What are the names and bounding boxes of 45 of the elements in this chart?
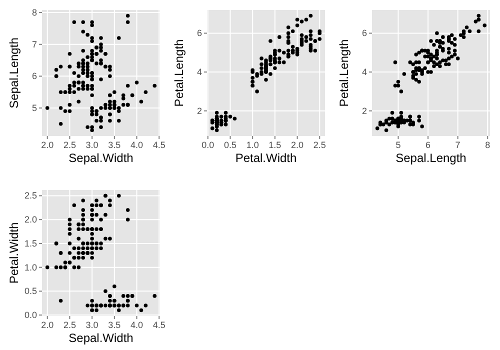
y-tick-label: 6 xyxy=(196,28,202,38)
x-tick-label: 2.0 xyxy=(291,140,304,150)
x-axis-title: Sepal.Width xyxy=(68,151,134,165)
x-tick-label: 4.5 xyxy=(152,140,166,150)
x-tick-label: 4.0 xyxy=(130,140,144,150)
x-tick-label: 4.0 xyxy=(130,320,144,330)
x-tick-label: 3.5 xyxy=(108,140,121,150)
x-tick-label: 2.5 xyxy=(63,140,76,150)
x-tick-label: 4.5 xyxy=(152,320,166,330)
y-tick-label: 8 xyxy=(32,8,37,18)
y-tick-label: 4 xyxy=(196,67,202,78)
x-tick-label: 3.0 xyxy=(86,140,98,150)
y-tick-label: 2 xyxy=(362,106,367,116)
x-tick-label: 2.5 xyxy=(313,140,326,150)
x-axis-title: Sepal.Width xyxy=(68,331,134,345)
y-tick-label: 0.0 xyxy=(24,310,37,320)
y-axis-title: Sepal.Length xyxy=(7,38,21,108)
y-tick-label: 1.0 xyxy=(24,262,37,272)
x-tick-label: 7 xyxy=(455,140,460,150)
y-axis-title: Petal.Length xyxy=(337,39,351,107)
x-tick-label: 0.5 xyxy=(224,140,236,150)
x-tick-label: 2.0 xyxy=(41,320,54,330)
x-axis-title: Petal.Width xyxy=(235,151,297,165)
y-tick-label: 7 xyxy=(32,39,37,50)
x-tick-label: 5 xyxy=(396,140,401,150)
y-tick-label: 2.0 xyxy=(24,214,37,225)
y-tick-label: 1.5 xyxy=(24,238,37,248)
y-tick-label: 2 xyxy=(196,106,202,116)
x-tick-label: 2.5 xyxy=(63,320,76,330)
x-tick-label: 8 xyxy=(485,140,490,150)
x-tick-label: 3.5 xyxy=(108,320,121,330)
x-axis-title: Sepal.Length xyxy=(396,151,466,165)
x-tick-label: 1.0 xyxy=(246,140,259,150)
y-tick-label: 6 xyxy=(362,28,367,38)
y-tick-label: 6 xyxy=(32,71,37,82)
y-axis-title: Petal.Length xyxy=(172,39,186,107)
x-tick-label: 2.0 xyxy=(41,140,54,150)
x-tick-label: 1.5 xyxy=(268,140,282,150)
y-tick-label: 2.5 xyxy=(24,190,37,201)
y-tick-label: 5 xyxy=(32,103,37,113)
y-tick-label: 0.5 xyxy=(24,286,37,296)
y-tick-label: 4 xyxy=(362,67,367,78)
y-axis-title: Petal.Width xyxy=(7,222,21,284)
x-tick-label: 3.0 xyxy=(86,320,98,330)
x-tick-label: 6 xyxy=(426,140,431,150)
